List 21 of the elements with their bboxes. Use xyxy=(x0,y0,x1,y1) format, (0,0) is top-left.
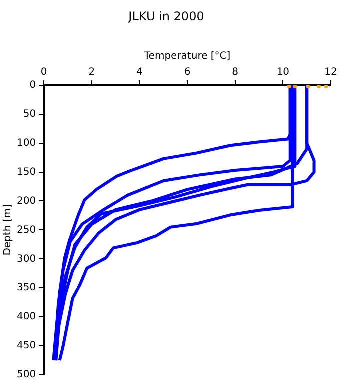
y-tick-label: 200 xyxy=(16,196,36,207)
chart-title: JLKU in 2000 xyxy=(128,9,204,24)
y-tick-label: 300 xyxy=(16,254,36,265)
x-tick-label: 0 xyxy=(40,66,48,78)
x-axis-title: Temperature [°C] xyxy=(143,50,231,62)
x-tick-label: 6 xyxy=(184,66,191,78)
y-tick-label: 500 xyxy=(16,370,36,381)
y-tick-label: 350 xyxy=(16,282,36,294)
x-tick-label: 2 xyxy=(88,66,96,78)
x-tick-label: 4 xyxy=(136,66,143,78)
y-tick-label: 0 xyxy=(30,80,36,91)
y-tick-label: 150 xyxy=(16,166,36,178)
y-tick-label: 450 xyxy=(16,340,36,352)
y-tick-label: 250 xyxy=(16,224,36,236)
y-tick-label: 50 xyxy=(23,108,36,120)
x-tick-label: 10 xyxy=(276,66,290,78)
x-tick-label: 12 xyxy=(324,66,338,78)
y-tick-label: 400 xyxy=(16,312,36,323)
y-tick-label: 100 xyxy=(16,138,36,149)
y-axis-title: Depth [m] xyxy=(2,204,14,256)
x-tick-label: 8 xyxy=(232,66,239,78)
